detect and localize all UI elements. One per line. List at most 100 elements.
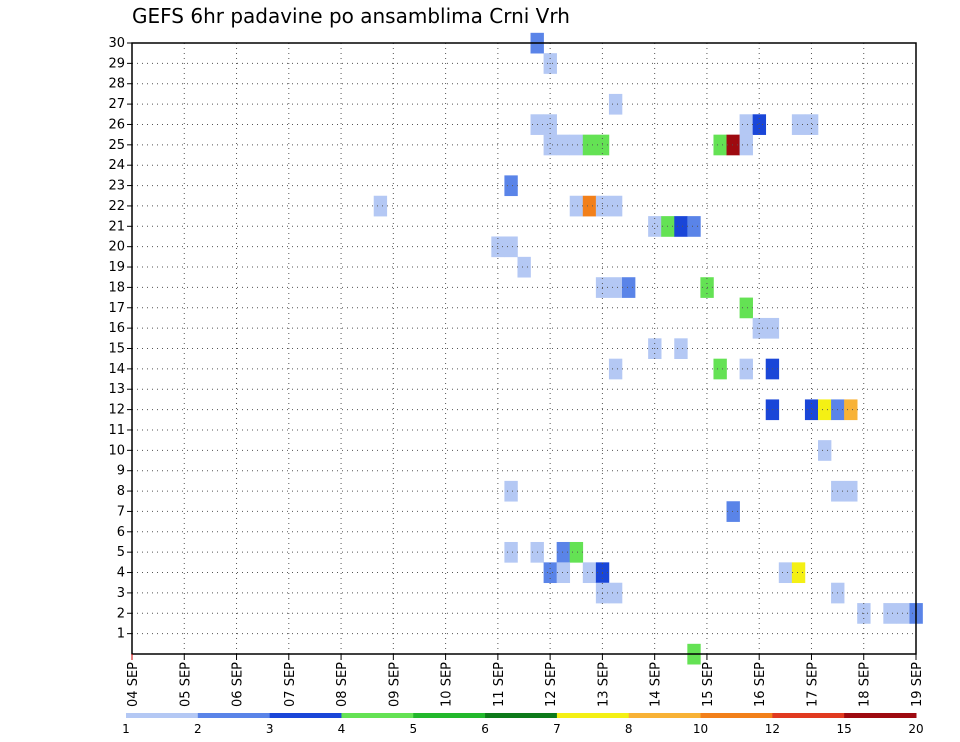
x-tick-label: 12 SEP [544,662,559,707]
data-cell [582,562,597,584]
y-tick-label: 26 [108,117,125,132]
x-tick-label: 09 SEP [387,662,402,707]
x-tick-label: 07 SEP [283,662,298,707]
y-axis: 1234567891011121314151617181920212223242… [108,36,132,642]
data-cell [844,399,858,421]
data-cell [804,114,819,135]
colorbar-label: 12 [765,722,780,736]
data-cell [844,480,858,502]
x-tick-label: 08 SEP [335,662,350,707]
data-cell [687,216,701,237]
colorbar-label: 1 [122,722,130,736]
x-tick-label: 16 SEP [753,662,768,707]
data-cell [648,216,662,237]
x-tick-label: 11 SEP [492,662,507,707]
colorbar-segment [772,713,845,718]
colorbar-segment [126,713,199,718]
data-cell [543,562,557,584]
grid-lines [132,42,916,654]
y-tick-label: 19 [108,260,125,275]
data-cell [713,134,727,156]
data-cell [608,277,623,298]
data-cell [791,114,806,135]
data-cell [543,134,557,156]
y-tick-label: 1 [117,627,125,642]
y-tick-label: 15 [108,342,125,357]
data-cell [674,338,688,359]
y-tick-label: 11 [108,423,125,438]
data-cell [556,134,571,156]
data-cell [752,114,767,135]
data-cell [674,216,688,237]
colorbar-segment [556,713,630,718]
y-tick-label: 21 [108,219,125,234]
y-tick-label: 27 [108,97,125,112]
x-tick-label: 18 SEP [858,662,873,707]
data-cell [622,277,636,298]
data-cell [504,236,518,258]
colorbar-segment [700,713,773,718]
data-cell [373,195,388,217]
colorbar-segment [413,713,486,718]
data-cell [608,93,623,115]
y-tick-label: 8 [117,484,125,499]
data-cell [896,603,910,624]
data-cell [517,256,531,278]
x-tick-label: 04 SEP [126,662,141,707]
data-cell [739,134,753,156]
colorbar-segment [341,713,414,718]
y-tick-label: 14 [108,362,125,377]
y-tick-label: 12 [108,403,125,418]
data-cell [818,440,832,461]
data-cell [726,134,740,156]
y-tick-label: 16 [108,321,125,336]
y-tick-label: 5 [117,545,125,560]
y-tick-label: 3 [117,586,125,601]
data-cell [556,541,571,563]
x-tick-label: 17 SEP [805,662,820,707]
data-cell [739,297,753,319]
data-cell [504,541,518,563]
y-tick-label: 23 [108,179,125,194]
data-cell [569,134,584,156]
data-cell [608,195,623,217]
y-tick-label: 10 [108,443,125,458]
x-tick-label: 06 SEP [231,662,246,707]
colorbar-label: 4 [338,722,346,736]
y-tick-label: 17 [108,301,125,316]
x-tick-label: 13 SEP [596,662,611,707]
y-tick-label: 4 [117,566,125,581]
colorbar-label: 15 [837,722,852,736]
y-tick-label: 18 [108,280,125,295]
data-cell [804,399,819,421]
x-tick-label: 05 SEP [178,662,193,707]
colorbar-label: 6 [481,722,489,736]
data-cells [373,32,923,665]
y-tick-label: 29 [108,56,125,71]
y-tick-label: 13 [108,382,125,397]
data-cell [491,236,505,258]
y-tick-label: 6 [117,525,125,540]
x-tick-label: 15 SEP [701,662,716,707]
data-cell [726,501,740,522]
colorbar-label: 3 [266,722,274,736]
data-cell [556,562,571,584]
colorbar-segment [628,713,702,718]
data-cell [582,195,597,217]
data-cell [739,358,753,380]
color-legend: 1 2 3 4 5 6 7 8 10 12 15 20 [122,713,924,736]
y-tick-label: 22 [108,199,125,214]
data-cell [569,541,584,563]
colorbar-segment [844,713,917,718]
colorbar-segment [485,713,558,718]
data-cell [569,195,584,217]
data-cell [791,562,806,584]
colorbar-label: 2 [194,722,202,736]
data-cell [883,603,897,624]
y-tick-label: 30 [108,36,125,51]
data-cell [778,562,793,584]
data-cell [504,175,518,197]
y-tick-label: 2 [117,606,125,621]
data-cell [608,582,623,604]
